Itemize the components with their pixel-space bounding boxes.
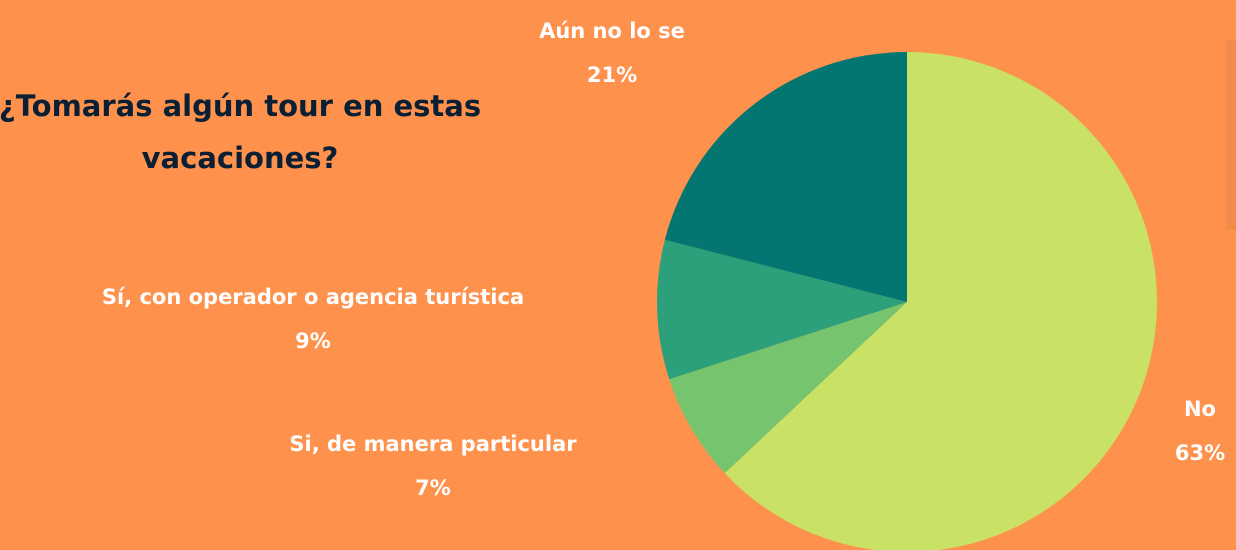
slice-label: No: [1184, 397, 1216, 421]
pie-slice: [657, 239, 907, 380]
slice-value-label: 21%: [587, 63, 637, 87]
chart-title: ¿Tomarás algún tour en estas vacaciones?: [0, 89, 482, 175]
pie-slice: [669, 302, 907, 474]
pie-slice: [664, 52, 907, 302]
slice-value-label: 7%: [415, 476, 451, 500]
slice-label: Sí, con operador o agencia turística: [102, 285, 524, 309]
pie-slice: [724, 52, 1157, 550]
slice-label: Si, de manera particular: [289, 432, 577, 456]
slice-value-label: 63%: [1175, 441, 1225, 465]
slice-label: Aún no lo se: [539, 19, 685, 43]
side-panel: [1226, 40, 1236, 230]
slice-value-label: 9%: [295, 329, 331, 353]
